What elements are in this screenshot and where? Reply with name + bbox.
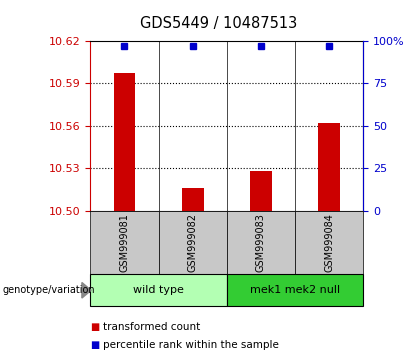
Text: genotype/variation: genotype/variation [2,285,95,295]
Text: mek1 mek2 null: mek1 mek2 null [250,285,340,295]
Text: ■: ■ [90,322,100,332]
Text: transformed count: transformed count [103,322,200,332]
Bar [318,123,340,211]
Text: GDS5449 / 10487513: GDS5449 / 10487513 [140,16,297,31]
Bar [113,73,135,211]
Text: GSM999082: GSM999082 [188,213,198,272]
Text: percentile rank within the sample: percentile rank within the sample [103,340,279,350]
Text: GSM999084: GSM999084 [324,213,334,272]
Bar [250,171,272,211]
Text: ■: ■ [90,340,100,350]
Text: GSM999083: GSM999083 [256,213,266,272]
Text: GSM999081: GSM999081 [119,213,129,272]
Text: wild type: wild type [133,285,184,295]
Bar [182,188,204,211]
